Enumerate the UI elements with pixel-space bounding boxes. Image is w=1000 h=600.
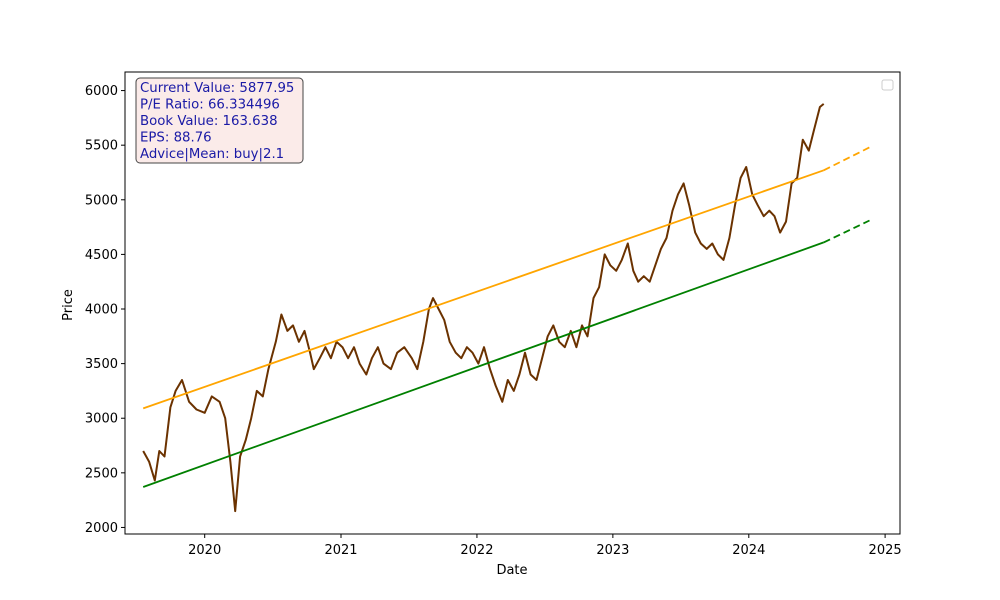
y-tick-label-0: 2000	[85, 521, 118, 536]
series-line-4	[823, 219, 870, 244]
y-tick-label-6: 5000	[85, 193, 118, 208]
x-tick-label-1: 2021	[324, 543, 357, 558]
y-tick-label-1: 2500	[85, 466, 118, 481]
series-layer	[142, 103, 870, 513]
x-axis-label: Date	[496, 563, 527, 578]
info-line-2: Book Value: 163.638	[140, 114, 278, 129]
info-line-4: Advice|Mean: buy|2.1	[140, 147, 284, 162]
x-tick-label-2: 2022	[460, 543, 493, 558]
info-box: Current Value: 5877.95 P/E Ratio: 66.3344…	[135, 77, 304, 164]
y-tick-label-5: 4500	[85, 248, 118, 263]
legend-box	[881, 79, 894, 91]
info-line-3: EPS: 88.76	[140, 131, 212, 146]
series-line-1	[142, 169, 824, 410]
y-tick-label-2: 3000	[85, 412, 118, 427]
x-tick-label-5: 2025	[869, 543, 902, 558]
info-line-1: P/E Ratio: 66.334496	[140, 98, 280, 113]
y-tick-label-7: 5500	[85, 139, 118, 154]
series-line-3	[142, 241, 825, 488]
y-tick-label-4: 4000	[85, 303, 118, 318]
plot-frame	[124, 71, 901, 535]
x-tick-label-4: 2024	[732, 543, 765, 558]
info-box-background	[135, 77, 304, 164]
info-lines: Current Value: 5877.95 P/E Ratio: 66.3344…	[140, 81, 294, 162]
x-tick-label-0: 2020	[188, 543, 221, 558]
info-line-0: Current Value: 5877.95	[140, 81, 294, 96]
y-tick-label-3: 3500	[85, 357, 118, 372]
y-axis-label: Price	[61, 289, 76, 321]
series-line-2	[823, 146, 870, 172]
series-line-0	[142, 103, 825, 513]
y-tick-label-8: 6000	[85, 84, 118, 99]
x-tick-label-3: 2023	[596, 543, 629, 558]
ticks-layer: 2000 2500 3000 3500 4000 4500 5000 5500 6000 2020…	[85, 84, 902, 558]
